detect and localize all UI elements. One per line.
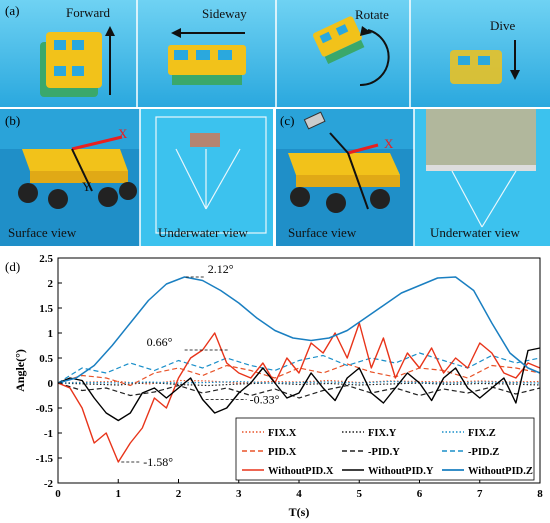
robot-underwater-c [426, 109, 536, 228]
label-forward: Forward [66, 5, 111, 20]
label-sideway: Sideway [202, 6, 247, 21]
y-tick-label: 0 [48, 378, 54, 390]
legend-label: WithoutPID.Z [468, 466, 533, 477]
y-axis-label: Angle(°) [13, 349, 27, 392]
annotation-label: 0.66° [147, 335, 173, 349]
panel-d: (d) 0 1 2 3 4 5 6 7 8 -2 -1.5 -1 -0.5 0 0.5 1 1.5 2 2.5 T(s… [0, 250, 550, 523]
y-tick-label: -1 [44, 428, 53, 440]
legend-label: FIX.Y [368, 428, 397, 439]
panel-c-underwater-label: Underwater view [430, 225, 520, 240]
legend-label: FIX.X [268, 428, 297, 439]
panel-c-photo [276, 109, 550, 246]
x-tick-label: 7 [477, 488, 483, 500]
panel-a: (a) Forward Sideway Rotate Dive [0, 0, 550, 107]
series-line-withoutpid-x [57, 322, 541, 463]
y-tick-label: 1 [48, 328, 54, 340]
robot-surface-b [18, 149, 137, 209]
robot-sideway [168, 45, 246, 85]
x-tick-label: 0 [55, 488, 61, 500]
panel-b-surface-label: Surface view [8, 225, 77, 240]
y-tick-label: -0.5 [36, 403, 54, 415]
panel-c-axis-x: X [384, 136, 394, 151]
y-tick-label: -2 [44, 478, 54, 490]
robot-forward [40, 32, 102, 97]
series-line-withoutpid-z [57, 276, 541, 384]
panel-b: (b) X Y Surface view Underwater view [0, 109, 273, 246]
panel-b-photo [0, 109, 273, 246]
legend-label: WithoutPID.Y [368, 466, 434, 477]
x-tick-label: 6 [417, 488, 423, 500]
robot-dive [450, 50, 502, 84]
annotation-label: 2.12° [208, 262, 234, 276]
x-tick-label: 5 [357, 488, 363, 500]
panel-a-photo [0, 0, 550, 107]
panel-c: (c) X Surface view Underwater view [276, 109, 550, 246]
y-tick-label: 2.5 [39, 253, 53, 265]
annotation-label: -1.58° [143, 455, 173, 469]
angle-chart: 0 1 2 3 4 5 6 7 8 -2 -1.5 -1 -0.5 0 0.5 1 1.5 2 2.5 T(s) Ang… [13, 253, 543, 519]
panel-c-surface-label: Surface view [288, 225, 357, 240]
label-dive: Dive [490, 18, 516, 33]
y-tick-label: -1.5 [36, 453, 54, 465]
robot-surface-c [288, 153, 400, 213]
x-tick-label: 1 [116, 488, 122, 500]
series-line-withoutpid-y [57, 347, 541, 422]
x-axis-label: T(s) [289, 505, 310, 519]
y-tick-label: 1.5 [39, 303, 53, 315]
x-tick-label: 3 [236, 488, 242, 500]
panel-b-tag: (b) [5, 113, 21, 128]
panel-a-tag: (a) [5, 3, 20, 18]
legend-label: FIX.Z [468, 428, 496, 439]
legend-label: -PID.Z [468, 447, 499, 458]
legend-label: -PID.Y [368, 447, 400, 458]
panel-b-axis-x: X [118, 126, 128, 141]
series-line--pid-y [57, 382, 541, 399]
x-tick-label: 2 [176, 488, 182, 500]
x-tick-label: 8 [537, 488, 543, 500]
panel-b-underwater-label: Underwater view [158, 225, 248, 240]
panel-c-tag: (c) [280, 113, 295, 128]
panel-d-tag: (d) [5, 259, 21, 274]
legend-box [235, 417, 535, 481]
annotation-label: -0.33° [250, 393, 280, 407]
robot-rotate [312, 16, 365, 64]
legend-label: WithoutPID.X [268, 466, 334, 477]
panel-b-axis-y: Y [82, 179, 92, 194]
y-tick-label: 0.5 [39, 353, 53, 365]
label-rotate: Rotate [355, 7, 389, 22]
x-tick-label: 4 [296, 488, 302, 500]
legend-label: PID.X [268, 447, 297, 458]
y-tick-label: 2 [48, 278, 54, 290]
series-line--pid-z [57, 352, 541, 384]
robot-underwater-b [155, 116, 267, 234]
